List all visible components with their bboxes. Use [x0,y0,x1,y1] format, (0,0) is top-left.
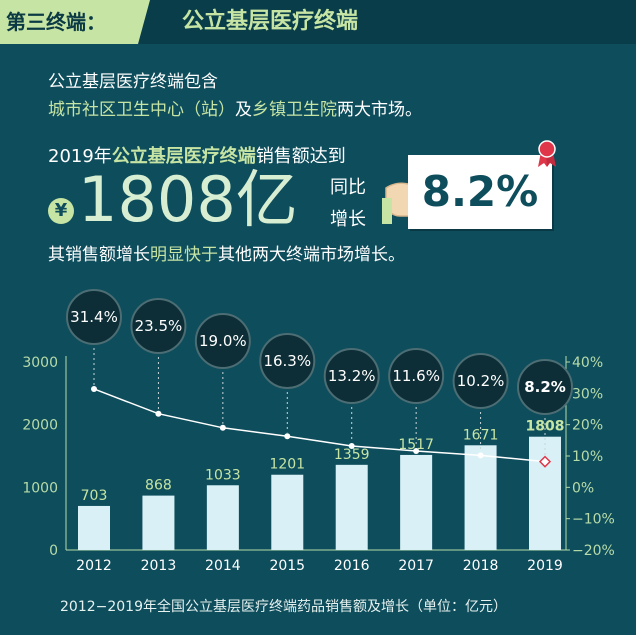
comparison-prefix: 其销售额增长 [48,245,150,265]
x-tick-label: 2012 [76,558,112,574]
intro-line-2: 城市社区卫生中心（站）及乡镇卫生院两大市场。 [48,96,422,124]
bar-value-label: 1671 [463,427,499,443]
bar-value-label: 1808 [526,419,565,435]
bar-value-label: 868 [145,478,172,494]
x-tick-label: 2014 [205,558,241,574]
bar [271,474,304,550]
bar-value-label: 1359 [334,447,370,463]
growth-point [284,433,291,440]
growth-point [348,442,355,449]
section-tag: 第三终端： [0,0,150,44]
y2-tick-label: 10% [572,449,603,465]
y2-tick-label: 30% [572,386,603,402]
y-tick-label: 3000 [22,355,58,371]
bar-value-label: 1201 [269,457,305,473]
sales-headline: 2019年公立基层医疗终端销售额达到 [48,142,346,168]
growth-bubble-label: 10.2% [457,372,505,390]
chart-title: 2012−2019年全国公立基层医疗终端药品销售额及增长（单位：亿元） [60,599,507,615]
bar [464,445,497,550]
sales-highlight: 公立基层医疗终端 [111,146,256,167]
y2-tick-label: 40% [572,355,603,371]
x-tick-label: 2013 [141,558,177,574]
growth-point [538,455,552,468]
intro-connector: 及 [235,100,252,120]
growth-point [477,452,484,459]
comparison-suffix: 其他两大终端市场增长。 [218,245,405,265]
intro-highlight-2: 乡镇卫生院 [252,100,337,120]
bar [400,454,433,550]
bar [206,485,239,550]
growth-bubble-label: 13.2% [328,367,376,385]
y2-tick-label: 20% [572,418,603,434]
growth-point [413,447,420,454]
growth-bubble [259,333,316,389]
growth-point [155,410,162,417]
growth-card: 8.2% [408,155,552,229]
yen-icon: ¥ [48,198,74,224]
growth-bubble-label: 31.4% [70,308,118,326]
bar [142,495,175,550]
y2-tick-label: −20% [572,543,615,559]
growth-bubble [323,348,380,404]
page-title: 公立基层医疗终端 [182,9,359,34]
sales-growth-chart: 0 1000 2000 3000 −20% −10% 0% 10% 20% 30% 40% 703 20… [22,289,615,574]
growth-bubble-label: 8.2% [524,378,566,396]
intro-suffix: 两大市场。 [337,100,422,120]
growth-bubble [194,313,251,369]
y2-tick-label: 0% [572,480,594,496]
y-tick-label: 2000 [22,418,58,434]
growth-bubble-label: 16.3% [263,352,311,370]
comparison-highlight: 明显快于 [150,245,218,265]
comparison-text: 其销售额增长明显快于其他两大终端市场增长。 [48,240,405,265]
x-tick-label: 2019 [527,558,563,574]
growth-bubble [517,359,573,415]
intro-highlight-1: 城市社区卫生中心（站） [48,100,235,120]
growth-bubble [388,348,445,404]
y-tick-label: 0 [49,543,58,559]
award-ribbon-icon [538,140,556,167]
growth-bubble-label: 11.6% [392,367,440,385]
growth-point [91,385,97,392]
sales-amount: 1808亿 [78,163,298,236]
x-tick-label: 2018 [463,558,499,574]
bar-value-label: 1033 [205,467,241,483]
growth-bubble [452,353,509,409]
growth-bubble [130,298,187,354]
growth-bubble-label: 23.5% [135,317,183,335]
intro-text: 公立基层医疗终端包含 城市社区卫生中心（站）及乡镇卫生院两大市场。 [48,68,422,124]
sales-suffix: 销售额达到 [255,146,346,167]
y-tick-label: 1000 [22,480,58,496]
growth-label: 同比 增长 [330,172,370,236]
growth-label-line-1: 同比 [330,177,366,198]
sales-year: 2019年 [48,146,112,167]
bar-value-label: 1517 [398,437,434,453]
growth-bubble-label: 19.0% [199,332,247,350]
x-tick-label: 2015 [269,558,305,574]
growth-label-line-2: 增长 [330,209,366,230]
bar-value-label: 703 [81,488,108,504]
intro-line-1: 公立基层医疗终端包含 [48,72,218,92]
x-tick-label: 2016 [334,558,370,574]
bar [335,464,368,550]
growth-point [219,424,226,431]
growth-bubble [66,289,122,345]
growth-line [93,388,546,463]
bar [78,505,110,550]
x-tick-label: 2017 [398,558,434,574]
y2-tick-label: −10% [572,512,615,528]
